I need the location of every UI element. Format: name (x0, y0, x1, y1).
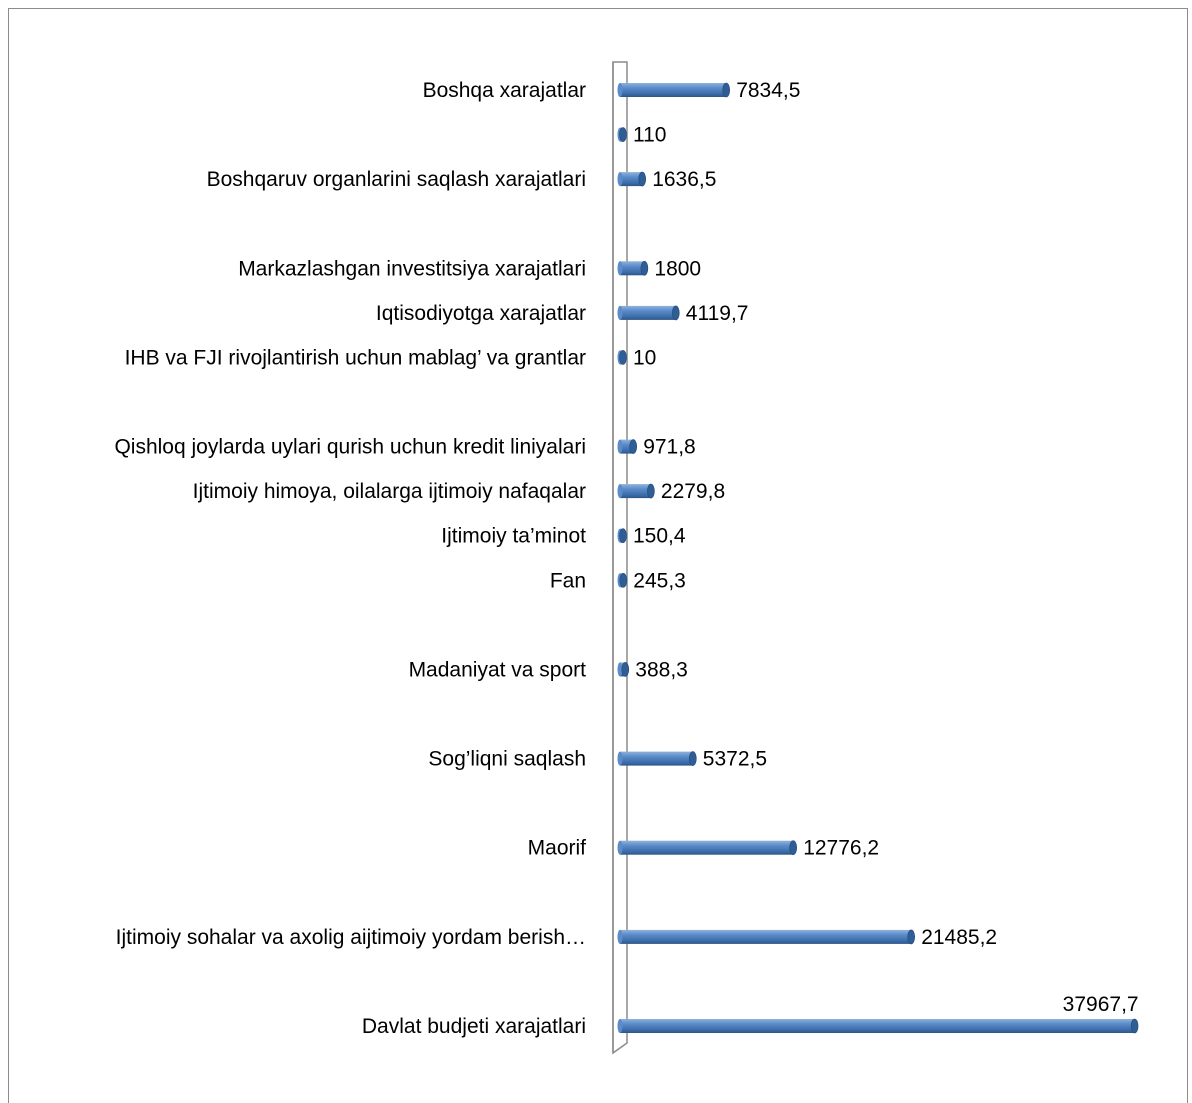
category-label: Ijtimoiy ta’minot (441, 525, 586, 548)
category-label: Fan (550, 569, 586, 592)
bar-body (620, 484, 651, 499)
bar (617, 127, 627, 142)
bar-body (620, 840, 794, 855)
category-label: Sog’liqni saqlash (428, 748, 586, 771)
bar (617, 350, 627, 365)
bar (617, 260, 649, 276)
bar (617, 751, 697, 766)
category-label: Qishloq joylarda uylari qurish uchun kre… (114, 436, 586, 459)
value-label: 150,4 (633, 525, 686, 548)
category-label: Ijtimoiy sohalar va axolig aijtimoiy yor… (116, 926, 586, 949)
value-label: 971,8 (643, 436, 696, 459)
bar (617, 572, 628, 588)
category-label: Davlat budjeti xarajatlari (362, 1015, 586, 1038)
category-label: Maorif (528, 837, 587, 860)
bar-base-cap (617, 439, 623, 454)
bar (617, 929, 916, 945)
bars-group (617, 82, 1139, 1034)
category-label: Markazlashgan investitsiya xarajatlari (238, 257, 586, 280)
bar-end-cap (619, 528, 627, 544)
bar-end-cap (1130, 1018, 1139, 1034)
bar-end-cap (722, 82, 731, 98)
value-labels: 7834,5 110 1636,5 1800 4119,7 10 971,8 2279,8 15… (633, 79, 1139, 1016)
category-label: Iqtisodiyotga xarajatlar (376, 302, 586, 325)
value-label: 37967,7 (1063, 993, 1139, 1016)
bar-body (620, 83, 727, 97)
bar (617, 82, 731, 98)
chart-frame (8, 8, 1188, 1103)
bar-end-cap (640, 260, 649, 276)
bar-body (620, 1019, 1135, 1033)
bar-end-cap (647, 483, 655, 499)
bar-body (620, 929, 912, 944)
bar-body (620, 305, 676, 320)
value-label: 1800 (654, 257, 701, 280)
value-label: 1636,5 (652, 168, 716, 191)
bar-base-cap (617, 662, 623, 677)
value-label: 2279,8 (661, 480, 725, 503)
value-label: 5372,5 (703, 748, 767, 771)
bar (617, 171, 647, 187)
value-label: 245,3 (633, 569, 686, 592)
bar (617, 840, 798, 856)
bar-base-cap (617, 172, 623, 187)
bar-end-cap (619, 127, 627, 142)
bar-body (620, 261, 645, 276)
value-label: 7834,5 (736, 79, 800, 102)
bar-base-cap (617, 484, 623, 499)
bar-base-cap (617, 1019, 623, 1033)
bar-end-cap (671, 305, 680, 321)
axis-wall-shape (612, 61, 628, 1055)
category-label: Ijtimoiy himoya, oilalarga ijtimoiy nafa… (193, 480, 586, 503)
axis-wall (612, 61, 628, 1055)
bar-base-cap (617, 751, 623, 766)
bar (617, 305, 680, 321)
bar (617, 662, 630, 677)
value-label: 10 (633, 346, 656, 369)
category-label: Boshqaruv organlarini saqlash xarajatlar… (207, 168, 586, 191)
bar-end-cap (789, 840, 798, 856)
bar-end-cap (638, 171, 647, 187)
category-label: IHB va FJI rivojlantirish uchun mablag’ … (125, 346, 586, 369)
bar (617, 483, 655, 499)
category-label: Boshqa xarajatlar (423, 79, 586, 102)
value-label: 388,3 (635, 658, 688, 681)
bar-base-cap (617, 83, 623, 97)
category-labels: Boshqa xarajatlar Boshqaruv organlarini s… (114, 79, 586, 1038)
value-label: 21485,2 (921, 926, 997, 949)
bar-end-cap (629, 439, 638, 454)
bar (617, 528, 627, 544)
value-label: 110 (633, 124, 666, 147)
bar-end-cap (619, 350, 627, 365)
bar-end-cap (907, 929, 916, 945)
value-label: 12776,2 (803, 837, 879, 860)
bar-end-cap (621, 662, 630, 677)
bar (617, 439, 638, 454)
bar (617, 1018, 1139, 1034)
bar-body (620, 751, 693, 766)
bar-base-cap (617, 929, 623, 944)
bar-end-cap (619, 572, 628, 588)
bar-end-cap (688, 751, 697, 766)
bar-base-cap (617, 305, 623, 320)
category-label: Madaniyat va sport (409, 658, 587, 681)
bar-base-cap (617, 840, 623, 855)
bar-body (620, 172, 643, 187)
value-label: 4119,7 (686, 302, 749, 325)
bar-base-cap (617, 261, 623, 276)
